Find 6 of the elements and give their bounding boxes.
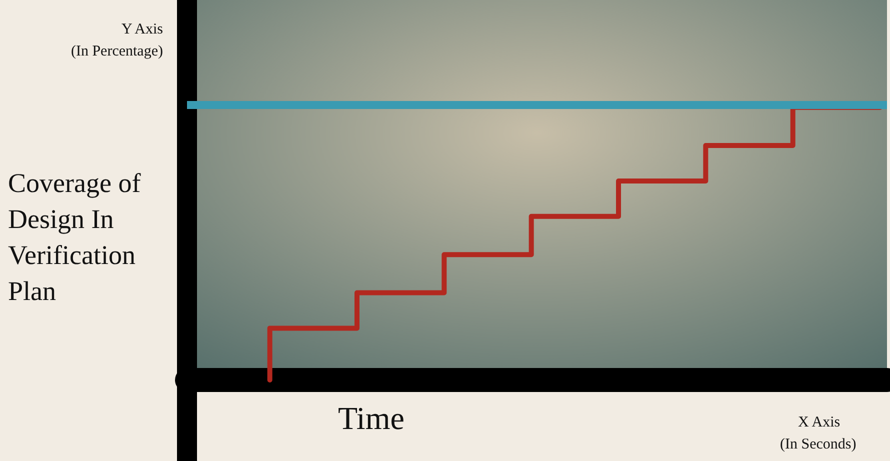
- y-axis-title: Coverage of Design In Verification Plan: [8, 168, 148, 306]
- text: X Axis: [798, 414, 840, 430]
- text: (In Seconds): [780, 436, 856, 452]
- text: Y Axis: [121, 22, 164, 38]
- text: (In Percentage): [70, 44, 163, 60]
- x-axis-title: Time: [338, 400, 404, 436]
